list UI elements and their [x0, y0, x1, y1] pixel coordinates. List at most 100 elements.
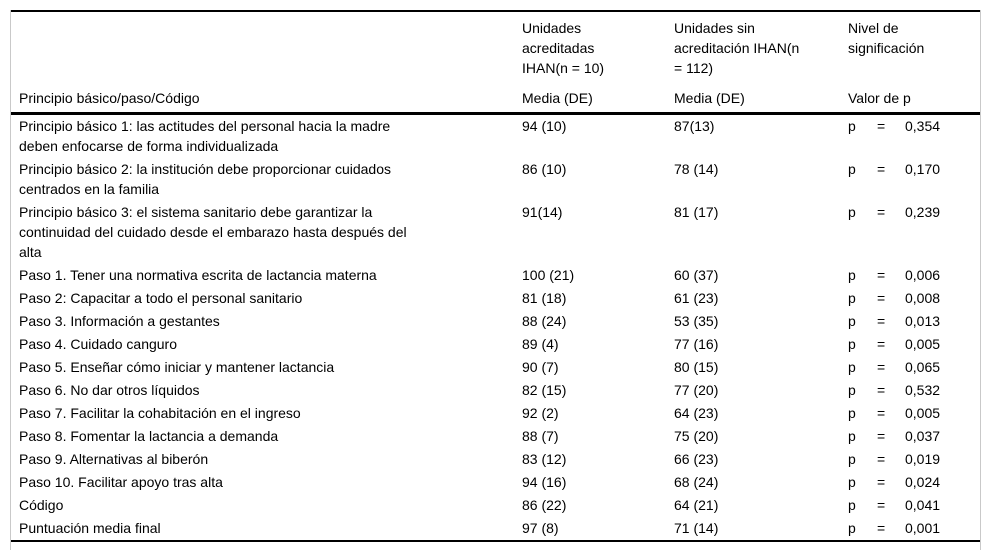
p-value: 0,041	[905, 497, 941, 513]
accredited-mean: 86 (10)	[522, 161, 567, 177]
table-row: Paso 5. Enseñar cómo iniciar y mantener …	[11, 356, 980, 379]
header-col-accredited: Unidades acreditadas IHAN(n = 10) Media …	[522, 18, 674, 108]
non-accredited-mean: 77 (20)	[674, 382, 719, 398]
row-label-line: Paso 10. Facilitar apoyo tras alta	[19, 474, 223, 490]
p-value: 0,019	[905, 451, 941, 467]
table-row: Paso 2: Capacitar a todo el personal san…	[11, 287, 980, 310]
header-col-significance-title: Nivel de significación	[848, 18, 980, 58]
row-label: Código	[11, 495, 522, 515]
table-row: Paso 3. Información a gestantes 88 (24) 53…	[11, 310, 980, 333]
row-label-line: centrados en la familia	[19, 181, 160, 197]
p-label: p	[848, 336, 856, 352]
accredited-mean: 86 (22)	[522, 497, 567, 513]
row-label-line: deben enfocarse de forma individualizada	[19, 138, 279, 154]
non-accredited-mean: 60 (37)	[674, 267, 719, 283]
table-row: Paso 10. Facilitar apoyo tras alta 94 (16…	[11, 471, 980, 494]
row-label-line: alta	[19, 244, 42, 260]
p-value: 0,013	[905, 313, 941, 329]
results-table-inner: Principio básico/paso/Código Unidades ac…	[11, 10, 980, 542]
table-row: Paso 1. Tener una normativa escrita de l…	[11, 264, 980, 287]
p-value-cell: p = 0,001	[848, 518, 980, 538]
equals-sign: =	[877, 451, 886, 467]
p-value-cell: p = 0,006	[848, 265, 980, 285]
p-value: 0,532	[905, 382, 941, 398]
p-value: 0,005	[905, 405, 941, 421]
non-accredited-mean: 78 (14)	[674, 161, 719, 177]
row-label-line: Principio básico 3: el sistema sanitario…	[19, 204, 373, 220]
table-row: Paso 4. Cuidado canguro 89 (4) 77 (16) p = 0,…	[11, 333, 980, 356]
p-label: p	[848, 497, 856, 513]
p-value: 0,239	[905, 204, 941, 220]
row-label-line: Paso 9. Alternativas al biberón	[19, 451, 209, 467]
row-label: Principio básico 2: la institución debe …	[11, 159, 522, 199]
p-value: 0,170	[905, 161, 941, 177]
p-value: 0,001	[905, 520, 941, 536]
non-accredited-mean: 77 (16)	[674, 336, 719, 352]
row-label-line: Paso 3. Información a gestantes	[19, 313, 220, 329]
p-value-cell: p = 0,354	[848, 116, 980, 156]
accredited-mean: 92 (2)	[522, 405, 559, 421]
header-line: acreditadas	[522, 40, 595, 56]
equals-sign: =	[877, 474, 886, 490]
accredited-mean: 82 (15)	[522, 382, 567, 398]
equals-sign: =	[877, 118, 886, 134]
row-label: Paso 2: Capacitar a todo el personal san…	[11, 288, 522, 308]
header-col-principio-label: Principio básico/paso/Código	[19, 90, 200, 106]
row-label: Paso 9. Alternativas al biberón	[11, 449, 522, 469]
non-accredited-mean: 64 (23)	[674, 405, 719, 421]
p-value-cell: p = 0,239	[848, 202, 980, 262]
table-header: Principio básico/paso/Código Unidades ac…	[11, 12, 980, 115]
header-col-principio: Principio básico/paso/Código	[11, 18, 522, 108]
p-value-cell: p = 0,005	[848, 403, 980, 423]
header-line: IHAN(n = 10)	[522, 60, 605, 76]
p-label: p	[848, 118, 856, 134]
table-row: Paso 8. Fomentar la lactancia a demanda 8…	[11, 425, 980, 448]
accredited-mean: 88 (7)	[522, 428, 559, 444]
p-label: p	[848, 474, 856, 490]
header-line: acreditación IHAN(n	[674, 40, 800, 56]
p-value: 0,006	[905, 267, 941, 283]
header-line: Nivel de	[848, 20, 899, 36]
p-label: p	[848, 428, 856, 444]
row-label-line: Puntuación media final	[19, 520, 161, 536]
accredited-mean: 97 (8)	[522, 520, 559, 536]
row-label-line: Paso 5. Enseñar cómo iniciar y mantener …	[19, 359, 335, 375]
row-label-line: Paso 6. No dar otros líquidos	[19, 382, 200, 398]
non-accredited-mean: 75 (20)	[674, 428, 719, 444]
equals-sign: =	[877, 497, 886, 513]
p-label: p	[848, 520, 856, 536]
row-label-line: Paso 4. Cuidado canguro	[19, 336, 177, 352]
accredited-mean: 100 (21)	[522, 267, 575, 283]
p-value-cell: p = 0,024	[848, 472, 980, 492]
p-value-cell: p = 0,170	[848, 159, 980, 199]
header-line: Unidades	[522, 20, 582, 36]
non-accredited-mean: 80 (15)	[674, 359, 719, 375]
header-col-significance-subheader: Valor de p	[848, 90, 911, 106]
p-label: p	[848, 451, 856, 467]
p-value: 0,037	[905, 428, 941, 444]
header-col-accredited-subheader: Media (DE)	[522, 90, 593, 106]
row-label-line: continuidad del cuidado desde el embaraz…	[19, 224, 407, 240]
row-label: Puntuación media final	[11, 518, 522, 538]
table-row: Principio básico 3: el sistema sanitario…	[11, 201, 980, 264]
accredited-mean: 91(14)	[522, 204, 563, 220]
p-label: p	[848, 313, 856, 329]
accredited-mean: 81 (18)	[522, 290, 567, 306]
equals-sign: =	[877, 313, 886, 329]
p-value: 0,354	[905, 118, 941, 134]
equals-sign: =	[877, 382, 886, 398]
results-table: Principio básico/paso/Código Unidades ac…	[10, 10, 981, 550]
non-accredited-mean: 87(13)	[674, 118, 715, 134]
row-label: Paso 10. Facilitar apoyo tras alta	[11, 472, 522, 492]
p-value-cell: p = 0,019	[848, 449, 980, 469]
p-label: p	[848, 382, 856, 398]
p-value-cell: p = 0,037	[848, 426, 980, 446]
equals-sign: =	[877, 336, 886, 352]
accredited-mean: 94 (10)	[522, 118, 567, 134]
header-col-non-accredited: Unidades sin acreditación IHAN(n = 112) …	[674, 18, 848, 108]
p-label: p	[848, 359, 856, 375]
p-label: p	[848, 290, 856, 306]
row-label: Paso 6. No dar otros líquidos	[11, 380, 522, 400]
p-label: p	[848, 267, 856, 283]
